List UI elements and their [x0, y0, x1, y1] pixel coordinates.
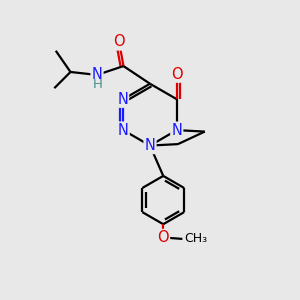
Text: N: N: [145, 138, 155, 153]
Text: N: N: [118, 123, 129, 138]
Text: CH₃: CH₃: [185, 232, 208, 245]
Text: O: O: [113, 34, 125, 50]
Text: N: N: [92, 68, 102, 82]
Text: O: O: [171, 67, 183, 82]
Text: H: H: [93, 78, 103, 91]
Text: N: N: [117, 92, 128, 107]
Text: N: N: [171, 123, 182, 138]
Text: O: O: [158, 230, 169, 245]
